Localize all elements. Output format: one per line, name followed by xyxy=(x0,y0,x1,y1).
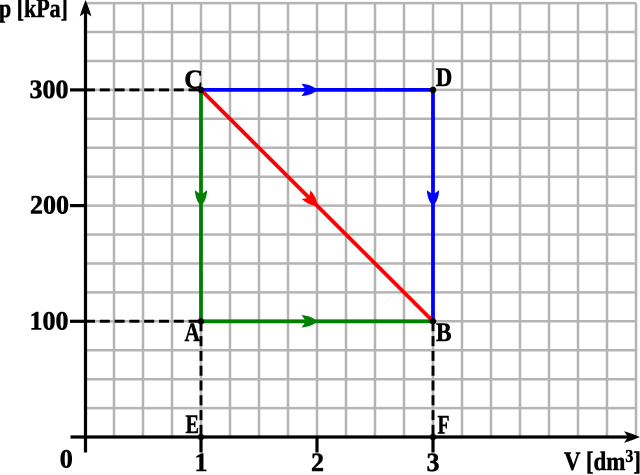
svg-text:V [dm3]: V [dm3] xyxy=(564,446,640,475)
svg-text:C: C xyxy=(184,65,203,94)
svg-text:100: 100 xyxy=(30,307,69,336)
svg-text:200: 200 xyxy=(30,190,69,219)
svg-text:p [kPa]: p [kPa] xyxy=(0,0,68,23)
svg-text:300: 300 xyxy=(30,75,69,104)
svg-text:D: D xyxy=(436,63,453,92)
svg-text:B: B xyxy=(436,318,452,347)
svg-text:A: A xyxy=(185,318,201,347)
svg-text:F: F xyxy=(438,411,450,440)
svg-text:0: 0 xyxy=(60,445,73,474)
svg-text:3: 3 xyxy=(427,448,440,475)
svg-text:1: 1 xyxy=(195,448,208,475)
svg-text:E: E xyxy=(186,410,200,439)
svg-text:2: 2 xyxy=(311,448,324,475)
